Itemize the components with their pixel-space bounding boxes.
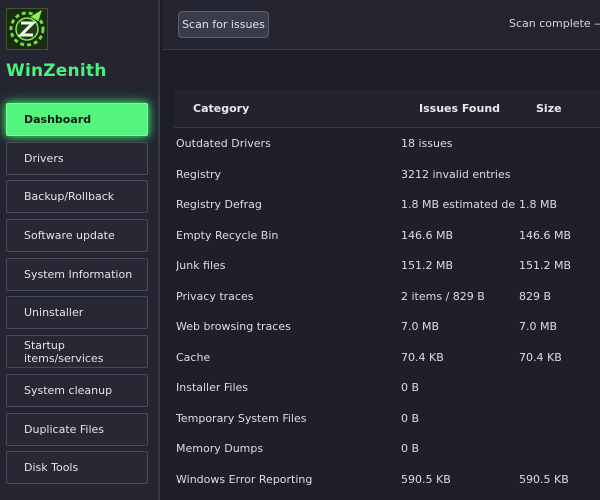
cell-category: Empty Recycle Bin	[176, 228, 279, 242]
cell-size: 1.8 MB	[519, 198, 558, 211]
cell-issues-found: 7.0 MB	[401, 320, 440, 333]
table-row[interactable]: Web browsing traces 7.0 MB 7.0 MB	[174, 311, 600, 342]
cell-issues-found: 3212 invalid entries	[401, 167, 511, 181]
sidebar-item-label: Drivers	[24, 151, 64, 165]
table-header: Category Issues Found Size	[174, 90, 600, 128]
sidebar: WinZenith Dashboard Drivers Backup/Rollb…	[0, 0, 160, 500]
sidebar-item-drivers[interactable]: Drivers	[6, 141, 148, 175]
results-table: Category Issues Found Size Outdated Driv…	[174, 90, 600, 500]
cell-category: Temporary System Files	[176, 411, 307, 425]
table-row[interactable]: Junk files 151.2 MB 151.2 MB	[174, 250, 600, 281]
cell-category: Junk files	[176, 259, 226, 272]
cell-category: Installer Files	[176, 381, 249, 394]
column-header-issues-found[interactable]: Issues Found	[419, 102, 501, 115]
main-content: Category Issues Found Size Outdated Driv…	[162, 51, 600, 500]
sidebar-item-software-update[interactable]: Software update	[6, 219, 148, 253]
cell-category: Outdated Drivers	[176, 137, 271, 150]
table-row[interactable]: Privacy traces 2 items / 829 B 829 B	[174, 281, 600, 312]
sidebar-item-label: System Information	[24, 267, 133, 281]
cell-category: Registry Defrag	[176, 198, 262, 211]
table-row[interactable]: Windows Error Reporting 590.5 KB 590.5 KB	[174, 464, 600, 495]
cell-issues-found: 146.6 MB	[401, 228, 454, 242]
cell-size: 590.5 KB	[519, 472, 569, 486]
table-row[interactable]: Cache 70.4 KB 70.4 KB	[174, 342, 600, 373]
sidebar-item-duplicate-files[interactable]: Duplicate Files	[6, 412, 148, 446]
cell-issues-found: 0 B	[401, 381, 420, 394]
sidebar-item-label: Startup items/services	[24, 338, 104, 365]
table-row[interactable]: Temporary System Files 0 B	[174, 403, 600, 434]
top-toolbar: Scan for issues Scan complete — 2	[162, 0, 600, 50]
cell-issues-found: 0 B	[401, 411, 420, 425]
cell-size: 151.2 MB	[519, 259, 572, 272]
cell-size: 829 B	[519, 289, 552, 303]
sidebar-item-backup-rollback[interactable]: Backup/Rollback	[6, 180, 148, 214]
winzenith-logo-icon	[6, 8, 48, 50]
app-title: WinZenith	[6, 61, 107, 81]
table-body: Outdated Drivers 18 issues Registry 3212 in…	[174, 128, 600, 494]
cell-category: Web browsing traces	[176, 320, 291, 333]
cell-issues-found: 590.5 KB	[401, 472, 451, 486]
sidebar-item-label: Uninstaller	[24, 306, 84, 320]
sidebar-item-system-information[interactable]: System Information	[6, 257, 148, 291]
column-header-category[interactable]: Category	[193, 102, 250, 115]
sidebar-item-uninstaller[interactable]: Uninstaller	[6, 296, 148, 330]
cell-category: Registry	[176, 167, 222, 181]
table-row[interactable]: Outdated Drivers 18 issues	[174, 128, 600, 159]
cell-category: Windows Error Reporting	[176, 472, 313, 486]
sidebar-item-label: Backup/Rollback	[24, 190, 115, 204]
cell-issues-found: 151.2 MB	[401, 259, 454, 272]
table-row[interactable]: Installer Files 0 B	[174, 372, 600, 403]
scan-for-issues-button[interactable]: Scan for issues	[178, 11, 269, 38]
cell-issues-found: 0 B	[401, 442, 420, 455]
table-row[interactable]: Registry Defrag 1.8 MB estimated defr… 1.8…	[174, 189, 600, 220]
cell-issues-found: 1.8 MB estimated defr…	[401, 198, 515, 211]
sidebar-item-label: Software update	[24, 229, 115, 243]
cell-category: Cache	[176, 350, 211, 364]
sidebar-item-label: System cleanup	[24, 383, 113, 397]
column-header-size[interactable]: Size	[536, 102, 562, 115]
sidebar-item-label: Disk Tools	[24, 461, 79, 475]
sidebar-item-label: Dashboard	[24, 113, 92, 126]
sidebar-item-startup-items[interactable]: Startup items/services	[6, 335, 148, 369]
cell-category: Memory Dumps	[176, 442, 264, 455]
sidebar-item-system-cleanup[interactable]: System cleanup	[6, 373, 148, 407]
cell-issues-found: 2 items / 829 B	[401, 289, 485, 303]
cell-issues-found: 18 issues	[401, 137, 453, 150]
sidebar-item-disk-tools[interactable]: Disk Tools	[6, 451, 148, 485]
scan-status-text: Scan complete — 2	[509, 17, 600, 30]
sidebar-item-dashboard[interactable]: Dashboard	[6, 103, 148, 136]
cell-issues-found: 70.4 KB	[401, 350, 444, 364]
sidebar-item-label: Duplicate Files	[24, 422, 105, 436]
cell-category: Privacy traces	[176, 289, 254, 303]
cell-size: 70.4 KB	[519, 350, 562, 364]
table-row[interactable]: Memory Dumps 0 B	[174, 433, 600, 464]
table-row[interactable]: Registry 3212 invalid entries	[174, 159, 600, 190]
sidebar-nav: Dashboard Drivers Backup/Rollback Softwa…	[6, 103, 148, 490]
table-row[interactable]: Empty Recycle Bin 146.6 MB 146.6 MB	[174, 220, 600, 251]
cell-size: 146.6 MB	[519, 228, 572, 242]
cell-size: 7.0 MB	[519, 320, 558, 333]
